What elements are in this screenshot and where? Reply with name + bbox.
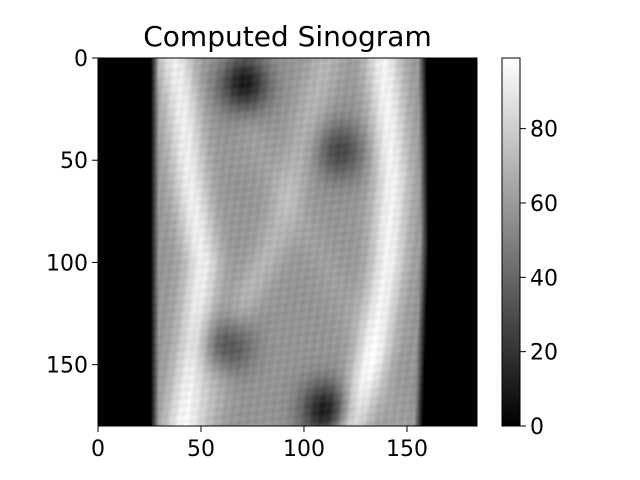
x-tick-label: 50 bbox=[187, 437, 215, 462]
colorbar bbox=[501, 57, 521, 427]
colorbar-tick-label: 40 bbox=[530, 266, 558, 291]
colorbar-tick-label: 80 bbox=[530, 118, 558, 143]
y-tick-label: 100 bbox=[46, 251, 88, 276]
sinogram-image bbox=[98, 58, 477, 426]
chart-title: Computed Sinogram bbox=[143, 20, 432, 53]
y-tick-label: 0 bbox=[74, 47, 88, 72]
x-tick-label: 150 bbox=[386, 437, 428, 462]
plot-frame bbox=[97, 57, 478, 427]
y-tick-label: 150 bbox=[46, 354, 88, 379]
colorbar-tick-label: 0 bbox=[530, 415, 544, 440]
colorbar-tick-label: 60 bbox=[530, 192, 558, 217]
colorbar-tick-label: 20 bbox=[530, 341, 558, 366]
x-tick-label: 0 bbox=[91, 437, 105, 462]
x-tick-label: 100 bbox=[283, 437, 325, 462]
y-tick-label: 50 bbox=[60, 149, 88, 174]
